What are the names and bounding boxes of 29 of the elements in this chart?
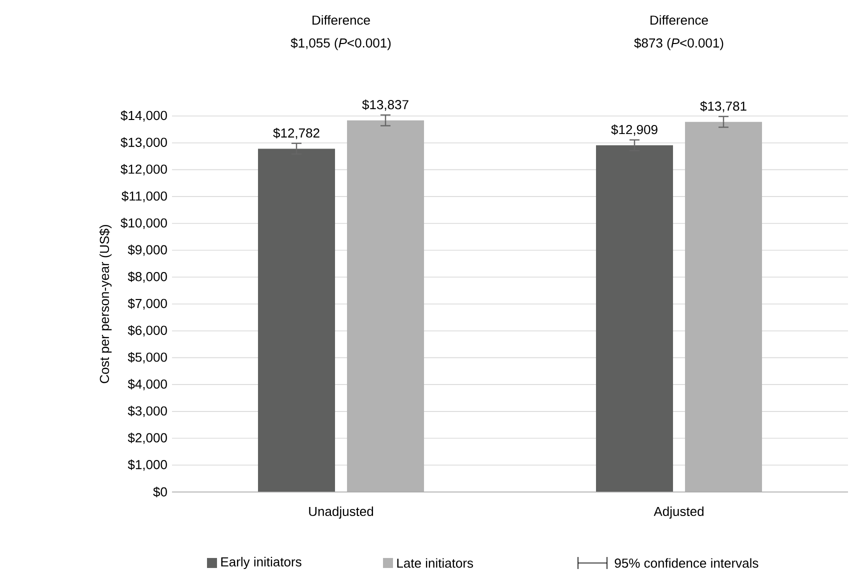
y-tick-label: $2,000 [128, 432, 167, 444]
y-tick-label: $0 [153, 486, 167, 498]
data-label: $13,837 [362, 100, 408, 111]
text: $873 (P<0.001) [634, 38, 724, 50]
text: Difference [312, 15, 370, 25]
y-tick-label: $14,000 [120, 110, 167, 122]
y-tick-label: $4,000 [128, 378, 167, 390]
text: Difference [650, 15, 708, 25]
y-tick-label: $6,000 [128, 325, 167, 336]
y-tick-label: $7,000 [128, 298, 167, 310]
y-tick-label: $5,000 [128, 352, 167, 364]
x-tick-label: Adjusted [654, 506, 704, 519]
y-tick-label: $12,000 [120, 164, 167, 176]
legend-label: Late initiators [397, 558, 474, 568]
y-tick-label: $8,000 [128, 271, 167, 283]
data-label: $12,909 [611, 124, 658, 136]
y-tick-label: $13,000 [120, 137, 167, 148]
y-tick-label: $11,000 [122, 190, 167, 202]
y-tick-label: $9,000 [128, 244, 167, 256]
y-tick-label: $1,000 [128, 459, 167, 471]
text: 95% confidence intervals [614, 558, 758, 568]
legend-label: Early initiators [221, 556, 302, 570]
y-tick-label: $3,000 [128, 406, 167, 418]
y-axis-title: Cost per person-year (US$) [99, 224, 112, 384]
y-tick-label: $10,000 [120, 218, 167, 230]
data-label: $12,782 [273, 128, 320, 140]
data-label: $13,781 [700, 101, 746, 112]
text: $1,055 (P<0.001) [290, 38, 391, 50]
x-tick-label: Unadjusted [309, 506, 374, 519]
